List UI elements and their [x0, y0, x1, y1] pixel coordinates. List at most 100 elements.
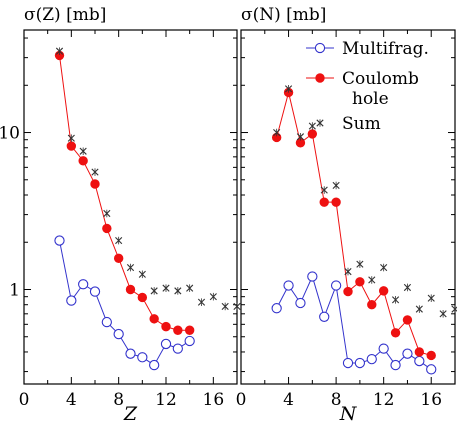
series-filled-circle-point-6	[125, 284, 136, 295]
series-filled-circle-point-3	[90, 179, 100, 189]
legend-cross-point-0	[316, 119, 324, 127]
panel-2-series-cross	[273, 84, 457, 318]
series-cross-point-5	[115, 236, 123, 245]
series-filled-circle-point-7	[355, 277, 365, 287]
series-cross-point-4	[103, 209, 111, 218]
series-cross-point-6	[344, 267, 352, 276]
series-open-circle-point-3	[307, 271, 318, 282]
legend-label: Multifrag.	[342, 39, 429, 59]
series-cross-point-2	[296, 132, 305, 141]
series-open-circle-point-1	[66, 295, 77, 306]
series-filled-circle-point-12	[414, 347, 425, 357]
series-open-circle-point-2	[295, 297, 306, 309]
x-tick-label: 8	[331, 390, 342, 410]
series-cross-point-15	[451, 305, 457, 313]
series-open-circle-point-7	[354, 357, 366, 369]
x-tick-label: 4	[283, 390, 294, 410]
panel-1-series-cross	[55, 47, 241, 311]
series-cross-point-12	[415, 305, 423, 313]
panel-2-series-filled-circle	[271, 87, 436, 361]
series-filled-circle-point-11	[402, 315, 413, 325]
series-open-circle-point-0	[271, 303, 282, 314]
series-cross-point-10	[391, 295, 400, 304]
panel-2-series-open-circle	[271, 271, 437, 375]
x-tick-label: 16	[420, 390, 442, 410]
series-cross-point-8	[150, 287, 158, 295]
series-filled-circle-point-8	[367, 300, 377, 310]
series-filled-circle-point-10	[390, 328, 401, 338]
series-cross-point-11	[186, 284, 194, 292]
series-filled-circle-point-2	[78, 156, 88, 166]
series-open-circle-point-13	[426, 364, 437, 375]
series-open-circle-point-5	[330, 280, 342, 291]
series-filled-circle-point-5	[331, 197, 341, 207]
series-cross-point-14	[439, 310, 447, 318]
series-filled-circle-point-3	[307, 129, 318, 139]
legend-label: Coulomb hole	[342, 69, 419, 109]
series-open-circle-point-4	[319, 311, 330, 322]
panel-1-series-filled-circle	[54, 50, 195, 335]
series-cross-point-15	[233, 302, 241, 311]
series-cross-point-9	[162, 284, 170, 292]
series-cross-point-2	[79, 147, 87, 156]
series-cross-point-10	[174, 287, 182, 295]
x-tick-label: 12	[155, 390, 177, 410]
legend-filled-circle-point-0	[315, 73, 325, 83]
series-filled-circle-point-9	[378, 286, 389, 296]
y-axis-label: σ(Z) [mb]	[24, 5, 106, 25]
x-axis-label: Z	[123, 403, 138, 422]
series-cross-point-13	[427, 294, 435, 303]
series-open-circle-point-12	[414, 355, 425, 367]
series-filled-circle-point-13	[426, 350, 436, 361]
series-cross-point-9	[380, 263, 388, 272]
x-tick-label: 0	[19, 390, 30, 410]
series-cross-point-4	[320, 186, 328, 194]
x-tick-label: 8	[113, 390, 124, 410]
series-cross-point-7	[356, 260, 364, 268]
series-cross-point-1	[284, 84, 293, 93]
series-cross-point-14	[221, 302, 229, 311]
series-open-circle-point-10	[172, 343, 183, 354]
series-cross-point-12	[197, 298, 206, 306]
x-tick-label: 4	[66, 390, 77, 410]
series-filled-circle-point-10	[173, 325, 183, 335]
x-tick-label: 0	[236, 390, 247, 410]
series-open-circle-point-11	[402, 348, 413, 359]
series-open-circle-point-1	[283, 280, 294, 291]
series-open-circle-point-4	[101, 316, 112, 328]
series-cross-point-13	[209, 292, 217, 301]
series-filled-circle-line	[59, 55, 190, 331]
series-cross-point-1	[67, 134, 75, 143]
series-cross-point-6	[126, 263, 135, 272]
panel-2: 0 4 8 12 16 σ(N) [mb] N Multifrag. Coulomb hole Su…	[236, 5, 457, 422]
panel-1-series-open-circle	[54, 235, 195, 371]
panel-2-frame	[240, 29, 456, 385]
y-tick-label: 1	[9, 280, 20, 300]
series-cross-point-7	[138, 270, 146, 279]
series-open-circle-point-6	[342, 357, 354, 369]
series-cross-point-0	[273, 128, 281, 137]
series-open-circle-point-6	[125, 348, 136, 359]
series-cross-point-8	[368, 276, 376, 284]
series-cross-point-3	[91, 168, 99, 176]
series-open-circle-point-9	[160, 338, 172, 350]
x-axis-label: N	[339, 403, 358, 422]
x-tick-label: 16	[203, 390, 225, 410]
series-filled-circle-point-4	[319, 197, 329, 207]
y-tick-label: 10	[0, 124, 20, 144]
series-filled-circle-point-6	[343, 286, 353, 297]
x-tick-label: 12	[373, 390, 395, 410]
series-cross-point-3	[308, 122, 316, 130]
series-open-circle-point-8	[149, 359, 160, 371]
legend-open-circle-point-0	[314, 42, 326, 54]
series-filled-circle-point-7	[137, 292, 148, 303]
legend: Multifrag. Coulomb hole Sum	[306, 39, 429, 134]
series-open-circle-point-10	[390, 359, 401, 371]
series-open-circle-point-8	[366, 353, 377, 365]
series-filled-circle-point-11	[184, 325, 195, 335]
legend-label: Sum	[342, 114, 381, 134]
series-open-circle-point-7	[137, 352, 148, 363]
series-cross-point-11	[403, 283, 412, 292]
series-open-circle-point-5	[113, 328, 124, 340]
